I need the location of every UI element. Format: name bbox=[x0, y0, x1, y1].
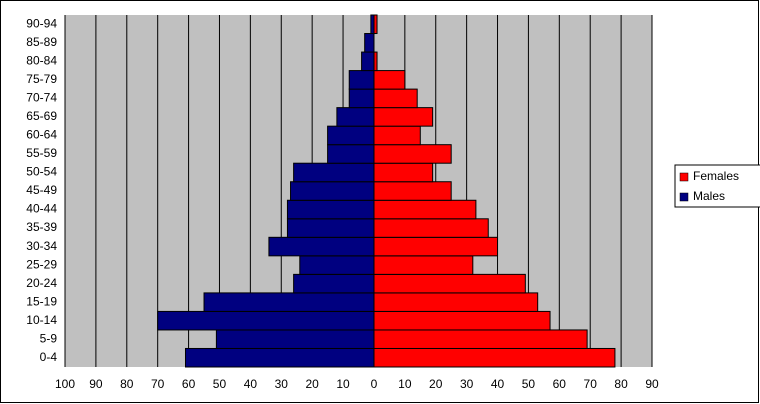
bar bbox=[373, 310, 551, 331]
bar bbox=[373, 292, 539, 312]
bar bbox=[327, 144, 375, 164]
x-tick-label: 30 bbox=[460, 377, 474, 391]
bar bbox=[286, 218, 375, 238]
legend-label: Females bbox=[693, 169, 739, 183]
bar bbox=[373, 181, 452, 201]
y-tick-label: 0-4 bbox=[40, 350, 58, 364]
y-tick-label: 55-59 bbox=[26, 146, 57, 160]
y-tick-label: 25-29 bbox=[26, 257, 57, 271]
bar bbox=[373, 347, 616, 368]
bar bbox=[268, 236, 375, 257]
bar bbox=[373, 144, 452, 164]
y-tick-label: 45-49 bbox=[26, 183, 57, 197]
y-tick-label: 75-79 bbox=[26, 72, 57, 86]
y-tick-label: 90-94 bbox=[26, 16, 57, 30]
y-tick-label: 15-19 bbox=[26, 294, 57, 308]
bar bbox=[157, 310, 375, 331]
legend-label: Males bbox=[693, 189, 725, 203]
bar bbox=[293, 162, 375, 183]
x-tick-label: 80 bbox=[120, 377, 134, 391]
bar bbox=[373, 273, 526, 294]
bar bbox=[370, 14, 375, 35]
bar bbox=[373, 162, 434, 183]
y-tick-label: 30-34 bbox=[26, 239, 57, 253]
y-tick-label: 10-14 bbox=[26, 313, 57, 327]
bar bbox=[373, 88, 418, 109]
bar bbox=[290, 181, 375, 201]
x-tick-label: 20 bbox=[305, 377, 319, 391]
x-tick-label: 10 bbox=[336, 377, 350, 391]
bar bbox=[299, 255, 375, 275]
bar bbox=[286, 199, 375, 220]
x-tick-label: 90 bbox=[89, 377, 103, 391]
bar bbox=[293, 273, 375, 294]
x-tick-label: 60 bbox=[553, 377, 567, 391]
bar bbox=[215, 329, 375, 349]
x-tick-label: 50 bbox=[213, 377, 227, 391]
y-tick-label: 85-89 bbox=[26, 35, 57, 49]
bar bbox=[364, 33, 375, 53]
bar bbox=[336, 107, 375, 127]
x-tick-label: 70 bbox=[151, 377, 165, 391]
bar bbox=[373, 125, 421, 146]
bar bbox=[348, 70, 375, 90]
x-tick-label: 70 bbox=[584, 377, 598, 391]
legend-swatch bbox=[679, 192, 689, 202]
x-tick-label: 0 bbox=[371, 377, 378, 391]
bar bbox=[373, 255, 474, 275]
y-tick-label: 60-64 bbox=[26, 128, 57, 142]
bar bbox=[203, 292, 375, 312]
y-tick-label: 65-69 bbox=[26, 109, 57, 123]
bar bbox=[373, 107, 434, 127]
x-tick-label: 50 bbox=[522, 377, 536, 391]
bar bbox=[373, 199, 477, 220]
y-tick-label: 5-9 bbox=[40, 331, 58, 345]
y-tick-label: 80-84 bbox=[26, 53, 57, 67]
bar bbox=[373, 236, 499, 257]
legend-box bbox=[674, 164, 760, 208]
bar bbox=[373, 218, 489, 238]
y-tick-label: 20-24 bbox=[26, 276, 57, 290]
y-tick-label: 40-44 bbox=[26, 202, 57, 216]
bar bbox=[361, 51, 375, 72]
bar bbox=[348, 88, 375, 109]
x-tick-label: 80 bbox=[614, 377, 628, 391]
x-tick-label: 20 bbox=[429, 377, 443, 391]
x-tick-label: 60 bbox=[182, 377, 196, 391]
x-tick-label: 40 bbox=[491, 377, 505, 391]
x-tick-label: 100 bbox=[55, 377, 75, 391]
bar bbox=[373, 70, 406, 90]
y-tick-label: 35-39 bbox=[26, 220, 57, 234]
bar bbox=[184, 347, 375, 368]
x-tick-label: 30 bbox=[275, 377, 289, 391]
bar bbox=[373, 329, 588, 349]
x-tick-label: 90 bbox=[645, 377, 659, 391]
legend-swatch bbox=[679, 172, 689, 182]
x-tick-label: 10 bbox=[398, 377, 412, 391]
y-tick-label: 50-54 bbox=[26, 165, 57, 179]
y-tick-label: 70-74 bbox=[26, 91, 57, 105]
x-tick-label: 40 bbox=[244, 377, 258, 391]
bar bbox=[327, 125, 375, 146]
